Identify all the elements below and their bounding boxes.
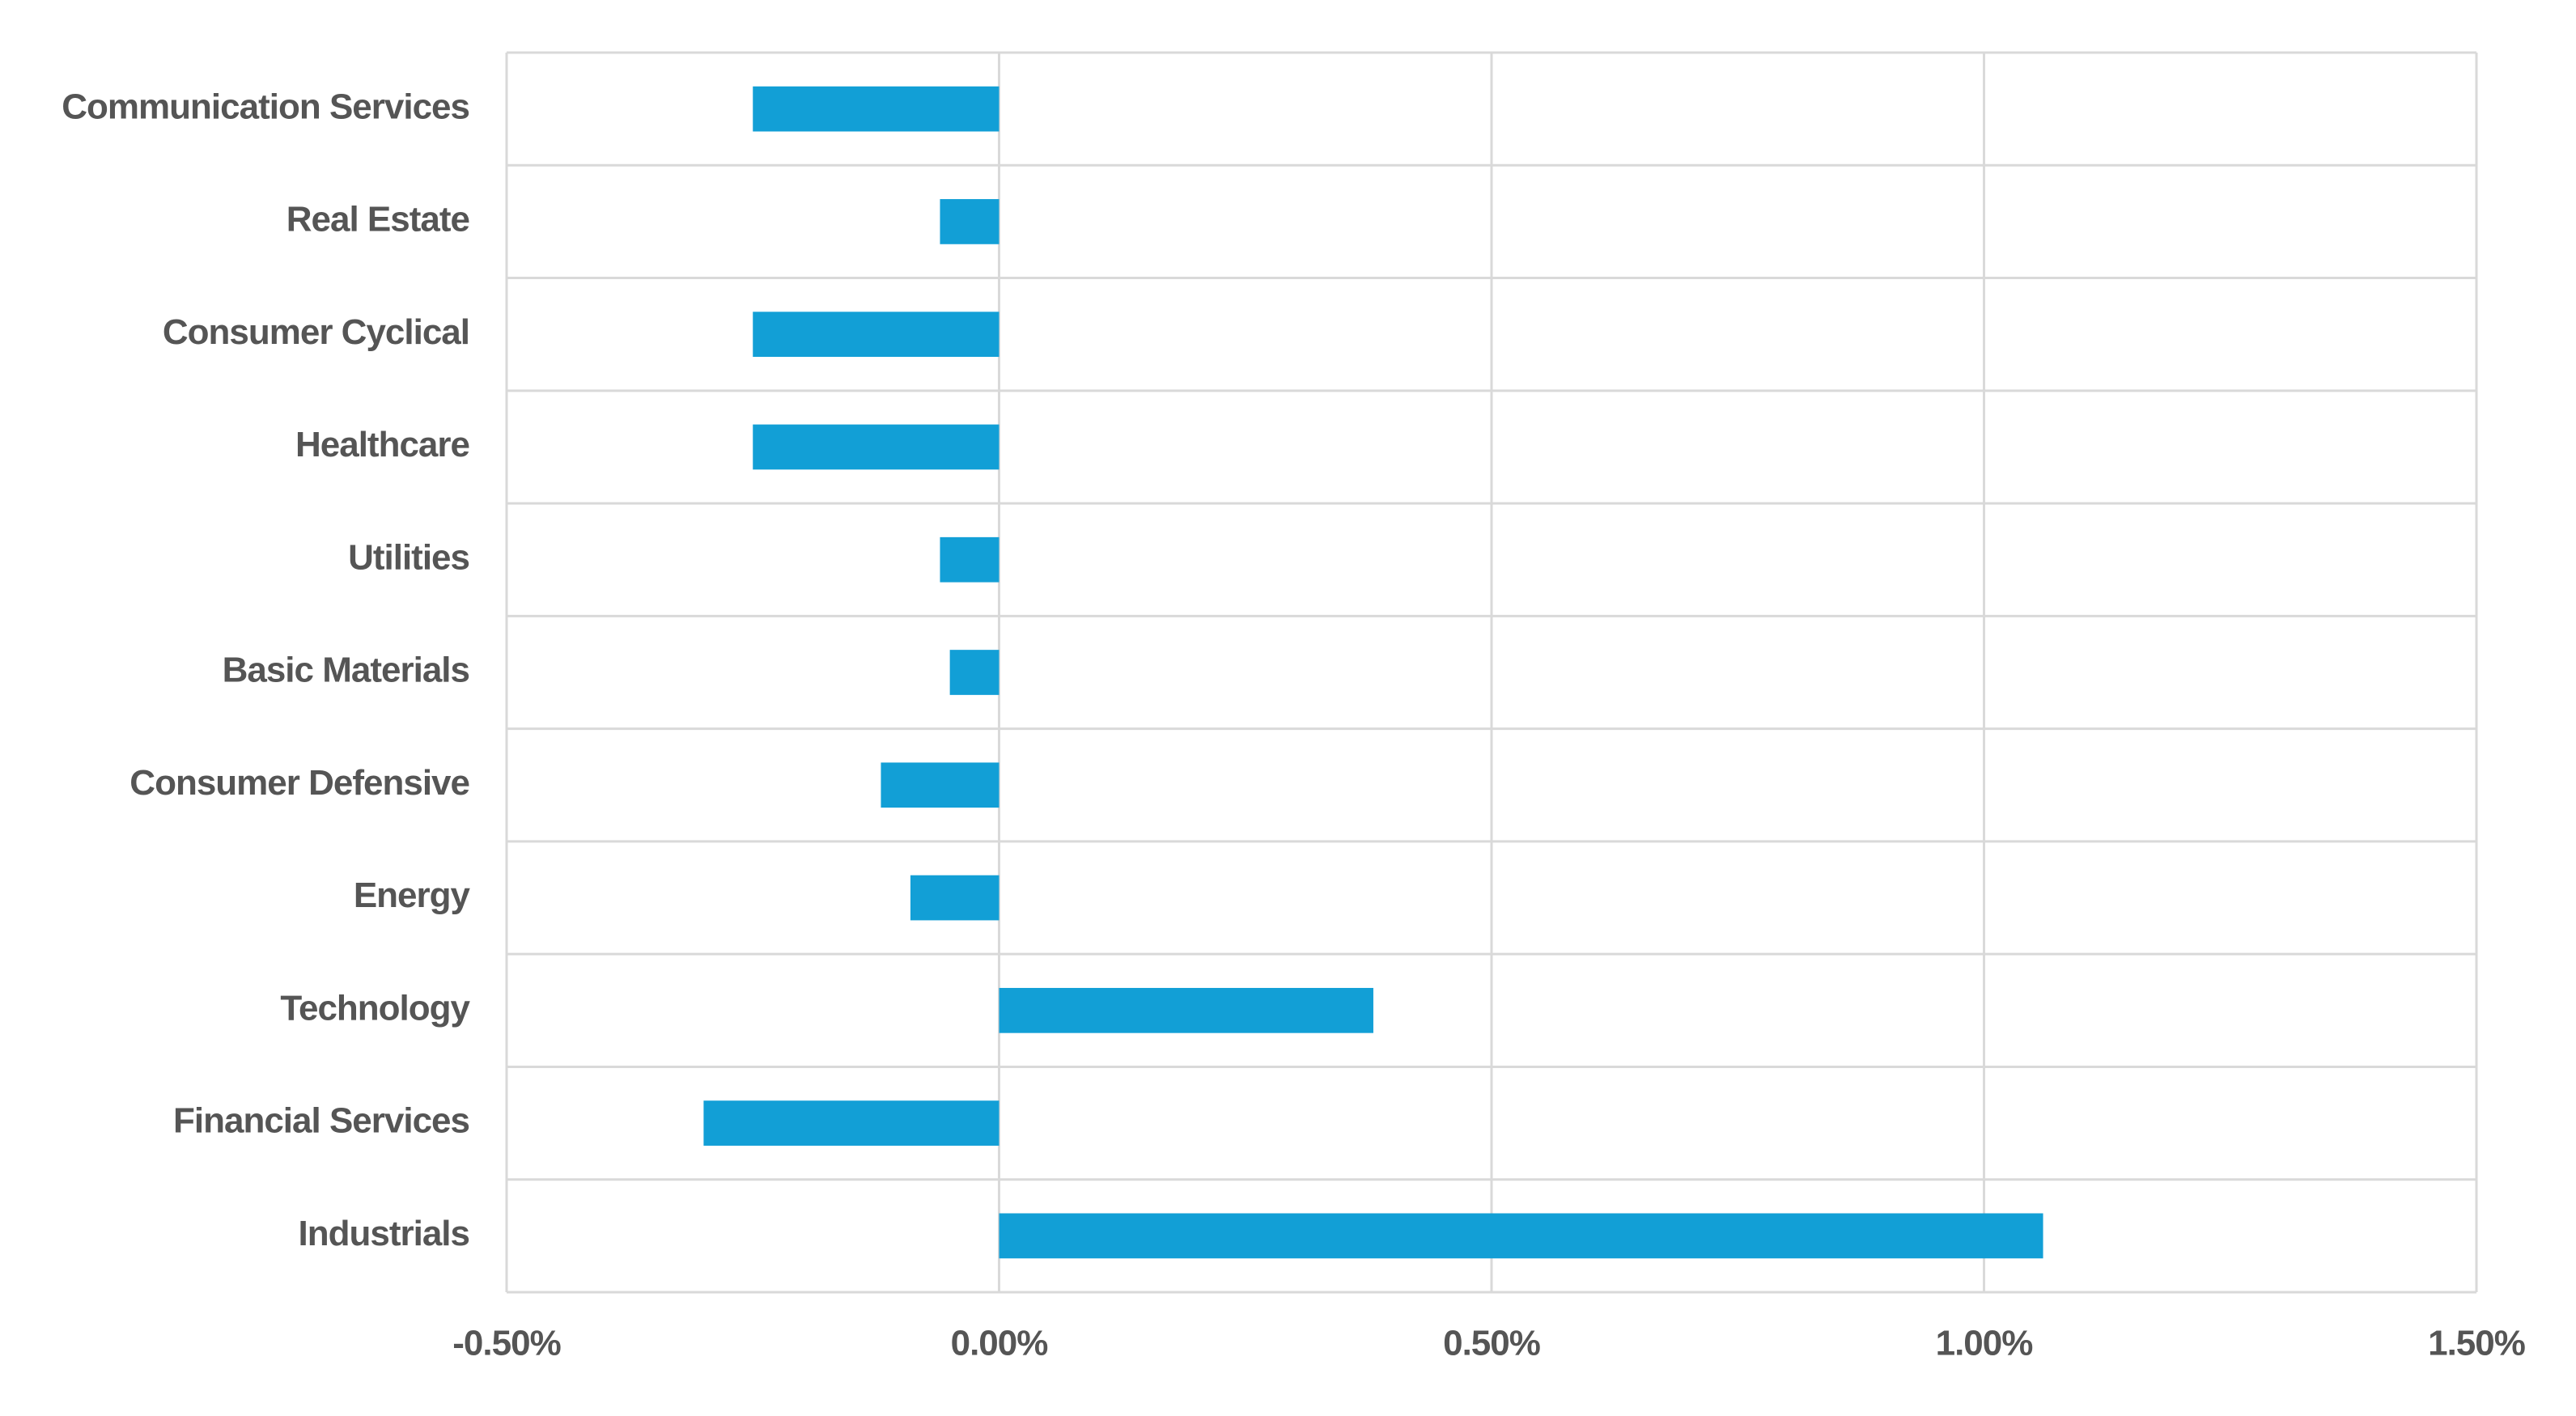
bar	[753, 312, 999, 358]
bar	[703, 1100, 999, 1146]
bar	[910, 875, 999, 921]
y-tick-label: Financial Services	[173, 1101, 469, 1141]
y-tick-label: Utilities	[348, 537, 469, 577]
y-tick-label: Consumer Defensive	[129, 763, 469, 803]
bar	[949, 650, 999, 695]
y-tick-label: Real Estate	[286, 200, 469, 240]
bar	[753, 86, 999, 132]
bar	[940, 199, 999, 244]
y-tick-label: Communication Services	[62, 87, 469, 126]
y-tick-label: Consumer Cyclical	[163, 312, 469, 352]
x-tick-label: 1.50%	[2428, 1324, 2525, 1363]
bar	[940, 536, 999, 583]
y-tick-label: Technology	[280, 988, 470, 1028]
bar	[881, 762, 999, 808]
y-tick-label: Industrials	[299, 1214, 470, 1253]
y-tick-label: Energy	[354, 875, 471, 915]
y-tick-label: Basic Materials	[223, 651, 469, 690]
bar	[999, 987, 1373, 1033]
bar	[999, 1213, 2043, 1259]
x-tick-label: -0.50%	[452, 1324, 560, 1363]
x-tick-label: 1.00%	[1936, 1324, 2033, 1363]
x-tick-label: 0.50%	[1443, 1324, 1540, 1363]
y-tick-label: Healthcare	[295, 425, 469, 464]
bar	[753, 424, 999, 470]
x-tick-label: 0.00%	[951, 1324, 1048, 1363]
